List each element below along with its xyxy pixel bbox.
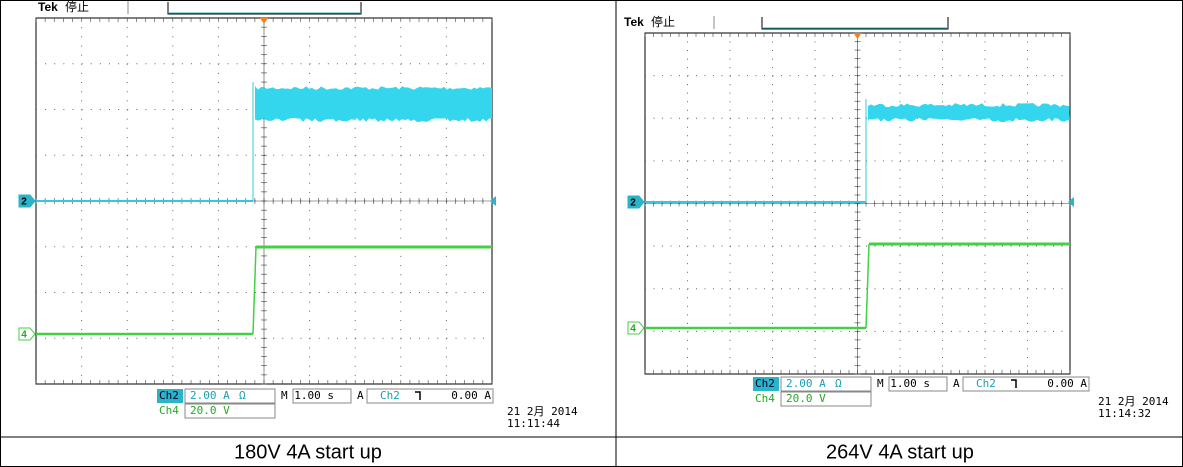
caption: 180V 4A start up (234, 441, 382, 463)
run-status: 停止 (65, 0, 89, 14)
channel-marker-label: 4 (21, 330, 27, 341)
trigger-window (168, 2, 361, 14)
page: {"panels": [ {"brand": "Tek", "status": … (0, 0, 1183, 467)
ch2-scale: 2.00 A (190, 389, 230, 402)
ch4-scale: 20.0 V (190, 404, 230, 417)
trigger-level: 0.00 A (451, 389, 491, 402)
trigger-slope-icon (1011, 380, 1016, 388)
timebase: M 1.00 s (281, 389, 334, 402)
ch2-band (255, 86, 492, 122)
channel-marker-label: 2 (21, 197, 27, 208)
ch2-icon: Ω (239, 389, 246, 402)
trigger-window (762, 17, 948, 29)
brand: Tek (624, 15, 644, 29)
caption: 264V 4A start up (826, 441, 974, 463)
time: 11:14:32 (1098, 407, 1151, 420)
ch2-icon: Ω (835, 377, 842, 390)
trigger-source: Ch2 (976, 377, 996, 390)
timebase: M 1.00 s (877, 377, 930, 390)
trigger-source: Ch2 (380, 389, 400, 402)
trigger-slope-icon (415, 392, 420, 400)
time: 11:11:44 (507, 417, 560, 430)
trigger-mode: A (953, 377, 960, 390)
ch2-label: Ch2 (755, 377, 775, 390)
document-table: Tek停止24Ch22.00 AΩM 1.00 sACh20.00 ACh420… (0, 0, 1183, 467)
trigger-level: 0.00 A (1047, 377, 1087, 390)
ch4-label: Ch4 (159, 404, 179, 417)
trigger-mode: A (357, 389, 364, 402)
channel-marker-label: 4 (630, 324, 636, 335)
channel-marker-label: 2 (630, 198, 636, 209)
ch2-scale: 2.00 A (786, 377, 826, 390)
ch2-label: Ch2 (159, 389, 179, 402)
brand: Tek (38, 0, 58, 14)
ch4-scale: 20.0 V (786, 392, 826, 405)
run-status: 停止 (651, 14, 675, 29)
ch4-label: Ch4 (755, 392, 775, 405)
